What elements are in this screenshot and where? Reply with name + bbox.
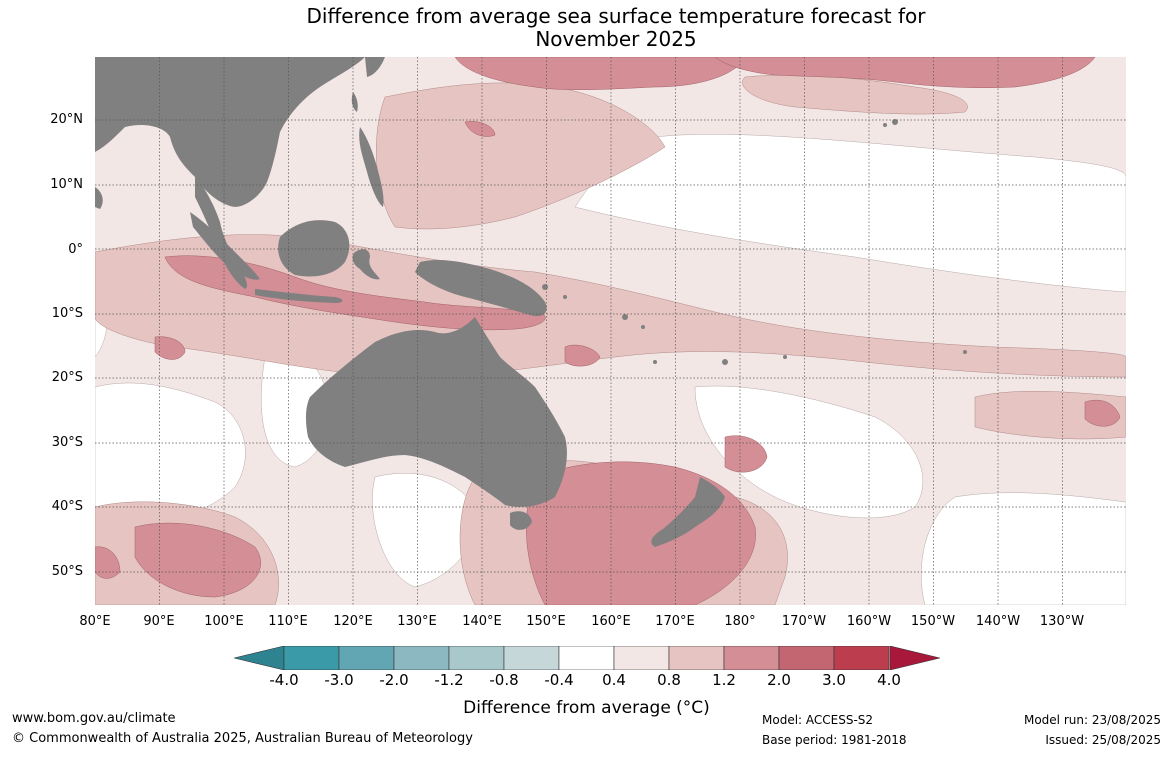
colorbar-cell <box>448 646 505 670</box>
colorbar-tick: 0.4 <box>602 671 626 689</box>
website-link[interactable]: www.bom.gov.au/climate <box>12 711 176 726</box>
lat-label-30s: 30°S <box>51 435 83 450</box>
colorbar <box>234 646 940 670</box>
lon-label-100e: 100°E <box>204 614 244 629</box>
colorbar-tick: 4.0 <box>877 671 901 689</box>
colorbar-cell <box>283 646 340 670</box>
colorbar-cell <box>613 646 670 670</box>
lon-label-110e: 110°E <box>268 614 308 629</box>
lon-label-80e: 80°E <box>79 614 111 629</box>
colorbar-tick: -3.0 <box>324 671 354 689</box>
lat-label-50s: 50°S <box>51 564 83 579</box>
colorbar-tick: 1.2 <box>712 671 736 689</box>
lon-label-180: 180° <box>724 614 756 629</box>
colorbar-tick: -4.0 <box>269 671 299 689</box>
colorbar-cell <box>723 646 780 670</box>
lon-label-150e: 150°E <box>526 614 566 629</box>
colorbar-tick: 0.8 <box>657 671 681 689</box>
lat-label-20n: 20°N <box>50 112 83 127</box>
copyright-text: © Commonwealth of Australia 2025, Austra… <box>12 731 473 746</box>
colorbar-cells <box>283 646 890 670</box>
colorbar-cell <box>503 646 560 670</box>
map-canvas <box>95 57 1126 605</box>
colorbar-tick: 3.0 <box>822 671 846 689</box>
colorbar-tick: 2.0 <box>767 671 791 689</box>
near-average-regions <box>95 134 1126 605</box>
lon-label-130e: 130°E <box>397 614 437 629</box>
model-name: Model: ACCESS-S2 <box>762 713 874 727</box>
colorbar-cell <box>833 646 890 670</box>
title-line-2: November 2025 <box>535 27 697 51</box>
lat-label-20s: 20°S <box>51 370 83 385</box>
lat-label-0: 0° <box>68 242 83 257</box>
lon-label-170w: 170°W <box>781 614 827 629</box>
colorbar-high-arrow <box>889 646 940 670</box>
lon-label-130w: 130°W <box>1039 614 1085 629</box>
graticule <box>95 57 1126 605</box>
colorbar-cell <box>668 646 725 670</box>
map-title: Difference from average sea surface temp… <box>0 5 1173 51</box>
base-period: Base period: 1981-2018 <box>762 733 907 747</box>
issued-date: Issued: 25/08/2025 <box>1045 733 1161 747</box>
lat-label-10n: 10°N <box>50 177 83 192</box>
warm-band-1.2 <box>95 57 1121 605</box>
colorbar-tick: -2.0 <box>379 671 409 689</box>
sst-anomaly-map <box>95 57 1126 605</box>
lon-label-140e: 140°E <box>462 614 502 629</box>
lon-label-160w: 160°W <box>846 614 892 629</box>
colorbar-cell <box>558 646 615 670</box>
lon-label-160e: 160°E <box>591 614 631 629</box>
lat-label-10s: 10°S <box>51 306 83 321</box>
colorbar-label: Difference from average (°C) <box>463 698 710 718</box>
colorbar-low-arrow <box>234 646 285 670</box>
colorbar-cell <box>393 646 450 670</box>
lon-label-120e: 120°E <box>333 614 373 629</box>
lon-label-170e: 170°E <box>655 614 695 629</box>
colorbar-cell <box>338 646 395 670</box>
land-masses <box>95 57 967 547</box>
colorbar-tick: -1.2 <box>434 671 464 689</box>
colorbar-tick: -0.8 <box>489 671 519 689</box>
lon-label-90e: 90°E <box>143 614 175 629</box>
title-line-1: Difference from average sea surface temp… <box>306 4 926 28</box>
colorbar-tick: -0.4 <box>544 671 574 689</box>
colorbar-cell <box>778 646 835 670</box>
lat-label-40s: 40°S <box>51 499 83 514</box>
model-run-date: Model run: 23/08/2025 <box>1023 713 1161 727</box>
lon-label-150w: 150°W <box>910 614 956 629</box>
lon-label-140w: 140°W <box>975 614 1021 629</box>
